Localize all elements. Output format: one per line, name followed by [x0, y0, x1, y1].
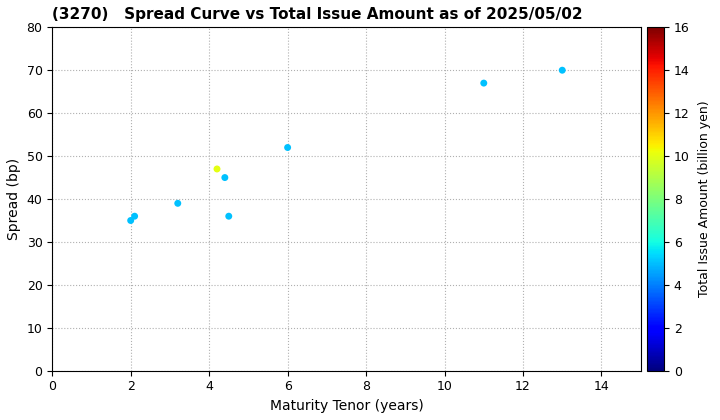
Y-axis label: Spread (bp): Spread (bp) — [7, 158, 21, 240]
Point — [211, 165, 222, 172]
Point — [129, 213, 140, 220]
Point — [282, 144, 293, 151]
Y-axis label: Total Issue Amount (billion yen): Total Issue Amount (billion yen) — [698, 101, 711, 297]
Point — [172, 200, 184, 207]
Point — [223, 213, 235, 220]
X-axis label: Maturity Tenor (years): Maturity Tenor (years) — [269, 399, 423, 413]
Point — [219, 174, 230, 181]
Text: (3270)   Spread Curve vs Total Issue Amount as of 2025/05/02: (3270) Spread Curve vs Total Issue Amoun… — [53, 7, 583, 22]
Point — [478, 80, 490, 87]
Point — [557, 67, 568, 74]
Point — [125, 217, 137, 224]
